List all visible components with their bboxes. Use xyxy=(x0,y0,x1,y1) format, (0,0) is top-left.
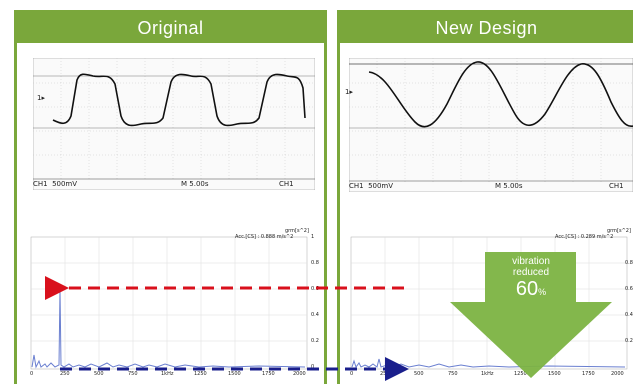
new-design-trigger: CH1 xyxy=(609,182,624,190)
new-design-marker: 1▸ xyxy=(345,88,353,96)
original-waveform-graphic xyxy=(33,58,315,190)
x-tick: 500 xyxy=(414,371,424,377)
y-tick: 1 xyxy=(311,234,315,240)
x-tick: 750 xyxy=(128,371,138,377)
original-marker: 1▸ xyxy=(37,94,45,102)
original-panel-title: Original xyxy=(17,13,324,43)
new-design-spectrum-graphic xyxy=(350,236,628,370)
new-design-panel-title: New Design xyxy=(340,13,633,43)
x-tick: 1250 xyxy=(194,371,207,377)
new-design-spectrum-unit: grm[s^2] xyxy=(607,228,631,234)
callout-unit: % xyxy=(538,287,547,297)
original-spectrum-graphic xyxy=(30,236,308,370)
original-spectrum-unit: grm[s^2] xyxy=(285,228,309,234)
original-spectrum: grm[s^2] Acc.[CS] : 0.888 m/s^2 1 0.8 0.… xyxy=(29,227,325,379)
y-tick: 0.4 xyxy=(625,312,633,318)
x-tick: 1kHz xyxy=(161,371,174,377)
y-tick: 0 xyxy=(311,364,315,370)
x-tick: 1750 xyxy=(262,371,275,377)
y-tick: 0.8 xyxy=(311,260,319,266)
y-tick: 0.6 xyxy=(625,286,633,292)
new-design-oscilloscope: 1▸ CH1 500mV M 5.00s CH1 xyxy=(345,58,633,192)
new-design-acc-value: Acc.[CS] : 0.289 m/s^2 xyxy=(555,234,614,240)
reduction-callout-text: vibration reduced 60% xyxy=(485,256,577,303)
original-trigger: CH1 xyxy=(279,180,294,188)
x-tick: 2000 xyxy=(611,371,624,377)
x-tick: 0 xyxy=(30,371,34,377)
x-tick: 250 xyxy=(380,371,390,377)
new-design-timebase: M 5.00s xyxy=(495,182,523,190)
x-tick: 1500 xyxy=(228,371,241,377)
original-oscilloscope: 1▸ CH1 500mV M 5.00s CH1 xyxy=(33,58,315,190)
original-timebase: M 5.00s xyxy=(181,180,209,188)
new-design-spectrum: grm[s^2] Acc.[CS] : 0.289 m/s^2 0 250 50… xyxy=(349,227,633,379)
x-tick: 250 xyxy=(60,371,70,377)
x-tick: 1kHz xyxy=(481,371,494,377)
x-tick: 500 xyxy=(94,371,104,377)
x-tick: 1500 xyxy=(548,371,561,377)
new-design-waveform-graphic xyxy=(349,58,633,192)
new-design-channel-label: CH1 500mV xyxy=(349,182,394,190)
y-tick: 0.8 xyxy=(625,260,633,266)
callout-value-row: 60% xyxy=(485,278,577,303)
y-tick: 0.4 xyxy=(311,312,319,318)
callout-line-1: vibration xyxy=(512,256,550,267)
original-acc-value: Acc.[CS] : 0.888 m/s^2 xyxy=(235,234,294,240)
x-tick: 0 xyxy=(350,371,354,377)
original-channel-label: CH1 500mV xyxy=(33,180,78,188)
callout-line-2: reduced xyxy=(512,267,550,278)
x-tick: 1250 xyxy=(514,371,527,377)
y-tick: 0.2 xyxy=(311,338,319,344)
x-tick: 750 xyxy=(448,371,458,377)
x-tick: 2000 xyxy=(293,371,306,377)
y-tick: 0.2 xyxy=(625,338,633,344)
y-tick: 0.6 xyxy=(311,286,319,292)
callout-value: 60 xyxy=(515,278,539,300)
x-tick: 1750 xyxy=(582,371,595,377)
